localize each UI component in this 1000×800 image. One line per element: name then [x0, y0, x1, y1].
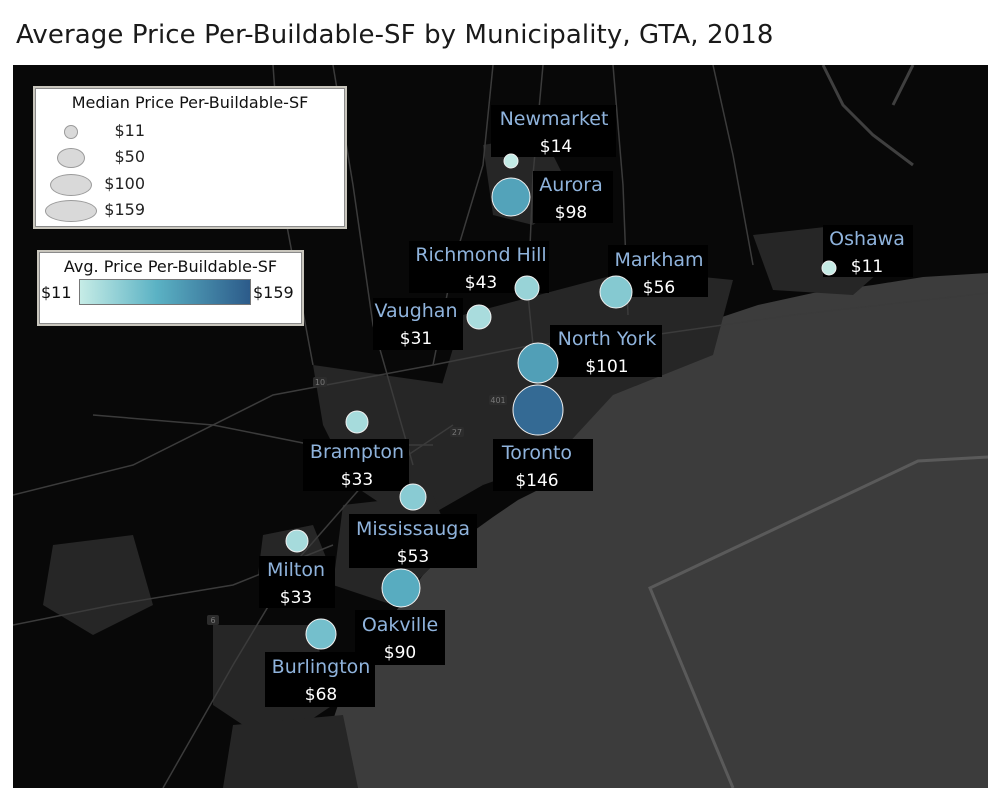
city-name-brampton: Brampton	[310, 441, 404, 463]
highway-401b-label: 401	[490, 396, 505, 405]
city-name-oakville: Oakville	[362, 614, 438, 636]
size-legend-row: $11	[35, 119, 345, 145]
city-name-toronto: Toronto	[501, 442, 572, 464]
marker-oshawa[interactable]	[821, 260, 837, 276]
size-legend-label: $159	[104, 200, 145, 219]
label-bg	[259, 556, 335, 608]
lake-boundary	[648, 455, 988, 788]
city-name-milton: Milton	[267, 559, 325, 581]
city-burlington[interactable]: Burlington $68	[265, 618, 375, 707]
city-richmond-hill[interactable]: Richmond Hill $43	[409, 241, 549, 301]
city-price-milton: $33	[280, 588, 312, 608]
marker-oakville[interactable]	[381, 568, 421, 608]
marker-aurora[interactable]	[491, 177, 531, 217]
city-price-brampton: $33	[341, 470, 373, 490]
size-legend-row: $159	[35, 198, 345, 224]
lake-ontario	[333, 273, 988, 788]
label-bg	[303, 439, 409, 491]
map-canvas[interactable]: 401 401 27 10 6 Newmarket $14 Aurora $98…	[13, 65, 988, 788]
size-swatch-icon	[50, 174, 92, 196]
city-vaughan[interactable]: Vaughan $31	[373, 298, 492, 350]
color-gradient-bar	[79, 279, 251, 305]
size-swatch-icon	[64, 125, 78, 139]
marker-toronto[interactable]	[512, 384, 564, 436]
marker-markham[interactable]	[599, 275, 633, 309]
label-bg	[533, 171, 613, 223]
city-price-newmarket: $14	[540, 137, 572, 157]
label-bg	[349, 514, 477, 568]
marker-newmarket[interactable]	[503, 153, 519, 169]
size-legend-label: $100	[104, 174, 145, 193]
label-bg	[373, 298, 463, 350]
size-swatch-icon	[45, 200, 97, 222]
city-toronto[interactable]: Toronto $146	[493, 384, 593, 491]
city-milton[interactable]: Milton $33	[259, 529, 335, 608]
color-legend: Avg. Price Per-Buildable-SF $11 $159	[37, 250, 304, 326]
marker-brampton[interactable]	[345, 410, 369, 434]
city-price-mississauga: $53	[397, 547, 429, 567]
size-legend-row: $100	[35, 172, 345, 198]
marker-north-york[interactable]	[517, 342, 559, 384]
city-price-oshawa: $11	[851, 257, 883, 277]
label-bg	[550, 325, 662, 377]
city-name-burlington: Burlington	[272, 656, 371, 678]
label-bg	[265, 652, 375, 707]
highway-10-marker: 10	[313, 377, 327, 387]
color-legend-title: Avg. Price Per-Buildable-SF	[63, 257, 278, 276]
city-markham[interactable]: Markham $56	[599, 245, 708, 309]
city-mississauga[interactable]: Mississauga $53	[349, 483, 477, 568]
marker-milton[interactable]	[285, 529, 309, 553]
color-legend-max: $159	[253, 283, 294, 302]
label-bg	[491, 105, 616, 157]
city-price-richmond-hill: $43	[465, 273, 497, 293]
highway-6-label: 6	[210, 616, 215, 625]
city-name-markham: Markham	[614, 249, 703, 271]
size-legend-row: $50	[35, 145, 345, 171]
city-price-aurora: $98	[555, 203, 587, 223]
color-legend-min: $11	[41, 283, 72, 302]
highway-10-label: 10	[315, 378, 325, 387]
size-legend-label: $50	[114, 147, 145, 166]
city-aurora[interactable]: Aurora $98	[491, 171, 613, 223]
highway-401b-marker: 401	[489, 395, 507, 405]
marker-richmond-hill[interactable]	[514, 275, 540, 301]
city-name-aurora: Aurora	[539, 174, 603, 196]
marker-vaughan[interactable]	[466, 304, 492, 330]
city-name-oshawa: Oshawa	[829, 228, 905, 250]
highway-27-marker: 27	[450, 427, 464, 437]
city-price-north-york: $101	[585, 357, 628, 377]
city-name-newmarket: Newmarket	[500, 108, 609, 130]
city-price-vaughan: $31	[400, 329, 432, 349]
city-newmarket[interactable]: Newmarket $14	[491, 105, 616, 169]
city-name-richmond-hill: Richmond Hill	[415, 244, 546, 266]
city-price-markham: $56	[643, 278, 675, 298]
city-name-north-york: North York	[558, 328, 657, 350]
label-bg	[493, 439, 593, 491]
city-oshawa[interactable]: Oshawa $11	[821, 225, 913, 277]
city-name-mississauga: Mississauga	[356, 518, 470, 540]
chart-title: Average Price Per-Buildable-SF by Munici…	[16, 20, 774, 50]
label-bg	[823, 225, 913, 277]
highway-27-label: 27	[452, 428, 462, 437]
size-legend: Median Price Per-Buildable-SF $11 $50 $1…	[33, 86, 347, 229]
marker-mississauga[interactable]	[399, 483, 427, 511]
size-swatch-icon	[57, 148, 85, 168]
size-legend-label: $11	[114, 121, 145, 140]
marker-burlington[interactable]	[305, 618, 337, 650]
size-legend-title: Median Price Per-Buildable-SF	[71, 93, 309, 112]
highway-6-marker: 6	[207, 615, 219, 625]
city-north-york[interactable]: North York $101	[517, 325, 662, 384]
city-brampton[interactable]: Brampton $33	[303, 410, 409, 491]
city-price-burlington: $68	[305, 685, 337, 705]
water-features	[821, 65, 915, 167]
city-name-vaughan: Vaughan	[375, 300, 458, 322]
city-price-oakville: $90	[384, 643, 416, 663]
city-price-toronto: $146	[515, 471, 558, 491]
